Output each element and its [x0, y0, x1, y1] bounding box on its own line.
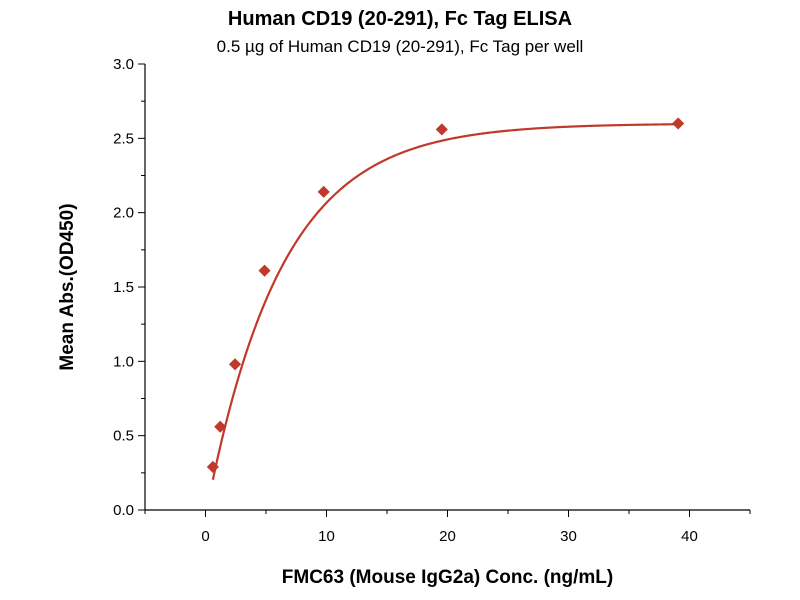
- y-tick-label: 0.5: [113, 428, 134, 445]
- data-point-diamond: [435, 123, 448, 136]
- x-tick-label: 10: [318, 528, 335, 545]
- chart-subtitle: 0.5 µg of Human CD19 (20-291), Fc Tag pe…: [216, 37, 584, 56]
- x-tick-label: 0: [201, 528, 209, 545]
- y-tick-label: 1.0: [113, 353, 134, 370]
- y-tick-label: 1.5: [113, 279, 134, 296]
- data-point-diamond: [228, 358, 242, 371]
- x-tick-label: 20: [439, 528, 456, 545]
- y-axis-label: Mean Abs.(OD450): [57, 203, 78, 371]
- y-tick-label: 0.0: [113, 502, 134, 519]
- x-tick-label: 40: [681, 528, 698, 545]
- data-point-diamond: [317, 185, 330, 198]
- fit-curve: [211, 123, 678, 480]
- x-axis-label: FMC63 (Mouse IgG2a) Conc. (ng/mL): [281, 567, 614, 588]
- chart-title: Human CD19 (20-291), Fc Tag ELISA: [227, 8, 573, 30]
- x-tick-label: 30: [560, 528, 577, 545]
- data-points: [206, 117, 685, 473]
- data-point-diamond: [258, 264, 271, 277]
- data-point-diamond: [672, 117, 685, 130]
- y-tick-label: 2.0: [113, 205, 134, 222]
- axes: 0.0 0.5 1.0 1.5 2.0 2.5 3.0 0 10 20 30 40: [113, 56, 751, 545]
- y-tick-label: 2.5: [113, 130, 134, 147]
- data-point-diamond: [206, 460, 219, 473]
- y-tick-label: 3.0: [113, 56, 134, 73]
- data-point-diamond: [214, 420, 227, 433]
